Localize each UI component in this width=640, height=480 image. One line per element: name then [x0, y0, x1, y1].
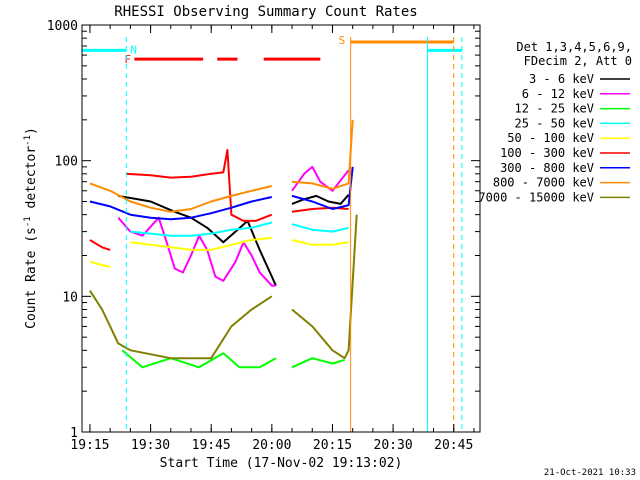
series-line: [118, 194, 350, 287]
footer-date: 21-Oct-2021 10:33: [544, 468, 636, 478]
series-line: [89, 119, 354, 213]
x-tick-label: 19:45: [192, 438, 231, 453]
legend-label: 100 - 300 keV: [500, 146, 594, 160]
legend-label: 7000 - 15000 keV: [478, 190, 594, 204]
x-axis-label: Start Time (17-Nov-02 19:13:02): [160, 456, 403, 471]
x-tick-label: 20:15: [313, 438, 352, 453]
series-lines: [89, 119, 358, 369]
x-tick-label: 19:30: [131, 438, 170, 453]
legend-label: 3 - 6 keV: [529, 72, 594, 86]
x-tick-label: 20:00: [252, 438, 291, 453]
y-axis-label-exponent: -1: [23, 135, 33, 146]
plot-frame: [81, 24, 481, 433]
y-axis-label-part: Count Rate (s: [24, 227, 39, 329]
y-axis-label-part: detector: [24, 146, 39, 217]
x-tick-label: 20:30: [374, 438, 413, 453]
segment-label: N: [130, 43, 137, 56]
y-axis-label-exponent: -1: [23, 216, 33, 227]
legend-label: 12 - 25 keV: [515, 102, 594, 116]
segment-label: S: [339, 34, 346, 47]
series-line: [89, 236, 349, 268]
series-line: [121, 349, 345, 369]
series-line: [130, 221, 349, 237]
x-axis-ticks: 19:15 19:30 19:45 20:00 20:15 20:30 20:45: [70, 25, 475, 453]
y-tick-label: 100: [55, 155, 78, 170]
y-axis-ticks: 1 10 100 1000: [47, 19, 480, 441]
legend-header-line: FDecim 2, Att 0: [524, 54, 632, 68]
y-axis-label-part: ): [24, 127, 39, 135]
y-tick-label: 1000: [47, 19, 78, 34]
x-tick-label: 20:45: [434, 438, 473, 453]
y-tick-label: 10: [62, 290, 78, 305]
y-axis-label: Count Rate (s-1 detector-1): [23, 127, 39, 329]
legend-label: 300 - 800 keV: [500, 161, 594, 175]
legend-label: 25 - 50 keV: [515, 116, 594, 130]
legend-label: 800 - 7000 keV: [493, 176, 594, 190]
series-line: [89, 214, 358, 360]
legend-header-line: Det 1,3,4,5,6,9,: [516, 40, 632, 54]
segment-bars: NF S: [82, 34, 462, 66]
segment-label: F: [124, 53, 131, 66]
chart-title: RHESSI Observing Summary Count Rates: [114, 4, 417, 20]
series-line: [89, 166, 354, 221]
series-line: [89, 148, 349, 251]
legend-label: 50 - 100 keV: [507, 131, 594, 145]
legend-label: 6 - 12 keV: [522, 87, 594, 101]
orbit-markers: [125, 37, 463, 432]
y-tick-label: 1: [70, 426, 78, 441]
legend: Det 1,3,4,5,6,9, FDecim 2, Att 0 3 - 6 k…: [478, 40, 632, 204]
x-tick-label: 19:15: [70, 438, 109, 453]
